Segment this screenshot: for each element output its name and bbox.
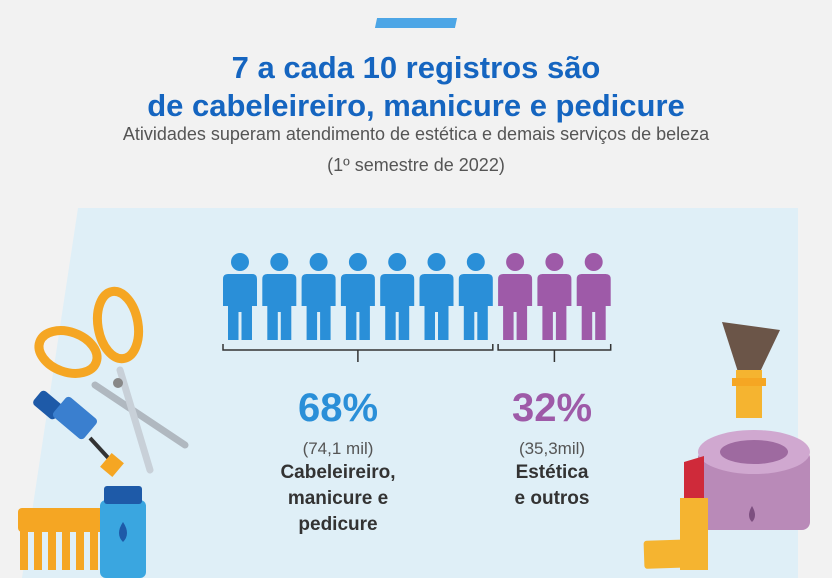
stat-group-2: 32% (35,3mil) Estética e outros xyxy=(492,386,612,512)
label-2-line-2: e outros xyxy=(514,488,590,509)
amount-1: (74,1 mil) xyxy=(302,439,374,458)
person-icon xyxy=(419,253,454,340)
person-icon xyxy=(380,253,415,340)
spray-bottle-icon xyxy=(100,486,146,578)
group-bracket-1 xyxy=(222,344,494,362)
person-icon xyxy=(458,253,493,340)
title-line-1: 7 a cada 10 registros são xyxy=(231,50,601,85)
amount-2: (35,3mil) xyxy=(518,439,586,458)
subtitle-line-1: Atividades superam atendimento de estéti… xyxy=(122,124,710,144)
person-icon xyxy=(223,253,257,340)
nail-polish-icon xyxy=(33,390,124,478)
label-1-line-2: manicure e pedicure xyxy=(287,488,389,535)
person-icon xyxy=(576,253,611,340)
person-icon xyxy=(262,253,297,340)
person-icon xyxy=(537,253,572,340)
scissors-icon xyxy=(34,286,189,474)
person-icon xyxy=(498,253,533,340)
percent-2: 32% xyxy=(511,386,593,430)
label-1-line-1: Cabeleireiro, xyxy=(280,462,396,483)
cream-jar-icon xyxy=(698,430,810,530)
subtitle-line-2: (1º semestre de 2022) xyxy=(327,155,505,175)
stat-group-1: 68% (74,1 mil) Cabeleireiro, manicure e … xyxy=(248,386,428,538)
percent-1: 68% xyxy=(297,386,379,430)
person-icon xyxy=(340,253,375,340)
title-line-2: de cabeleireiro, manicure e pedicure xyxy=(147,88,685,123)
makeup-brush-icon xyxy=(722,322,780,418)
person-icon xyxy=(301,253,336,340)
label-2-line-1: Estética xyxy=(515,462,589,483)
lipstick-icon xyxy=(643,456,708,570)
group-bracket-2 xyxy=(497,344,612,362)
